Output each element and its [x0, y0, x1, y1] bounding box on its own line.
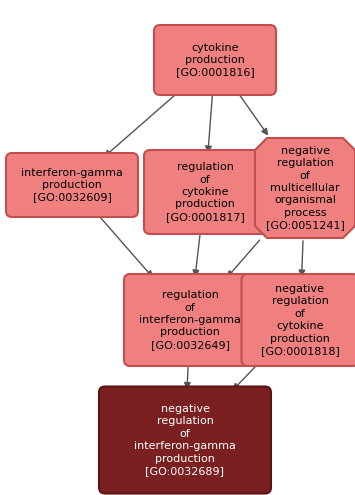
FancyBboxPatch shape — [124, 274, 256, 366]
FancyBboxPatch shape — [144, 150, 266, 234]
Text: interferon-gamma
production
[GO:0032609]: interferon-gamma production [GO:0032609] — [21, 168, 123, 202]
Text: negative
regulation
of
multicellular
organismal
process
[GO:0051241]: negative regulation of multicellular org… — [266, 146, 344, 230]
FancyBboxPatch shape — [6, 153, 138, 217]
FancyBboxPatch shape — [99, 387, 271, 494]
Polygon shape — [255, 138, 355, 238]
FancyBboxPatch shape — [241, 274, 355, 366]
Text: negative
regulation
of
cytokine
production
[GO:0001818]: negative regulation of cytokine producti… — [261, 284, 339, 356]
Text: cytokine
production
[GO:0001816]: cytokine production [GO:0001816] — [176, 43, 255, 77]
FancyBboxPatch shape — [154, 25, 276, 95]
Text: regulation
of
interferon-gamma
production
[GO:0032649]: regulation of interferon-gamma productio… — [139, 290, 241, 350]
Text: negative
regulation
of
interferon-gamma
production
[GO:0032689]: negative regulation of interferon-gamma … — [134, 404, 236, 476]
Text: regulation
of
cytokine
production
[GO:0001817]: regulation of cytokine production [GO:00… — [165, 162, 245, 222]
